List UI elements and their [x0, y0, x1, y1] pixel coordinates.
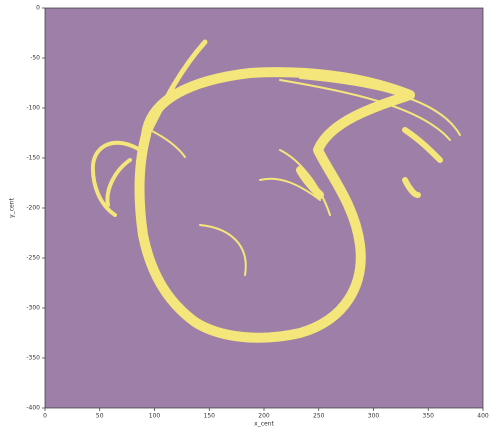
x-tick-label: 50 — [96, 413, 104, 420]
y-tick-label: -350 — [26, 355, 40, 362]
y-tick-label: -50 — [30, 55, 40, 62]
x-tick-label: 0 — [43, 413, 47, 420]
x-tick-label: 400 — [477, 413, 489, 420]
x-tick-label: 250 — [313, 413, 325, 420]
x-axis-label: x_cent — [254, 421, 274, 428]
chart: x_cent y_cent 0501001502002503003504000-… — [0, 0, 492, 430]
y-tick-label: -100 — [26, 105, 40, 112]
x-tick-label: 150 — [204, 413, 216, 420]
y-tick-label: -400 — [26, 405, 40, 412]
y-tick-label: -200 — [26, 205, 40, 212]
x-tick-label: 300 — [368, 413, 380, 420]
y-tick-label: -300 — [26, 305, 40, 312]
y-tick-label: 0 — [36, 5, 40, 12]
y-tick-label: -150 — [26, 155, 40, 162]
x-tick-label: 350 — [423, 413, 435, 420]
x-tick-label: 200 — [258, 413, 270, 420]
y-tick-label: -250 — [26, 255, 40, 262]
x-tick-label: 100 — [149, 413, 161, 420]
y-axis-label: y_cent — [9, 198, 16, 218]
